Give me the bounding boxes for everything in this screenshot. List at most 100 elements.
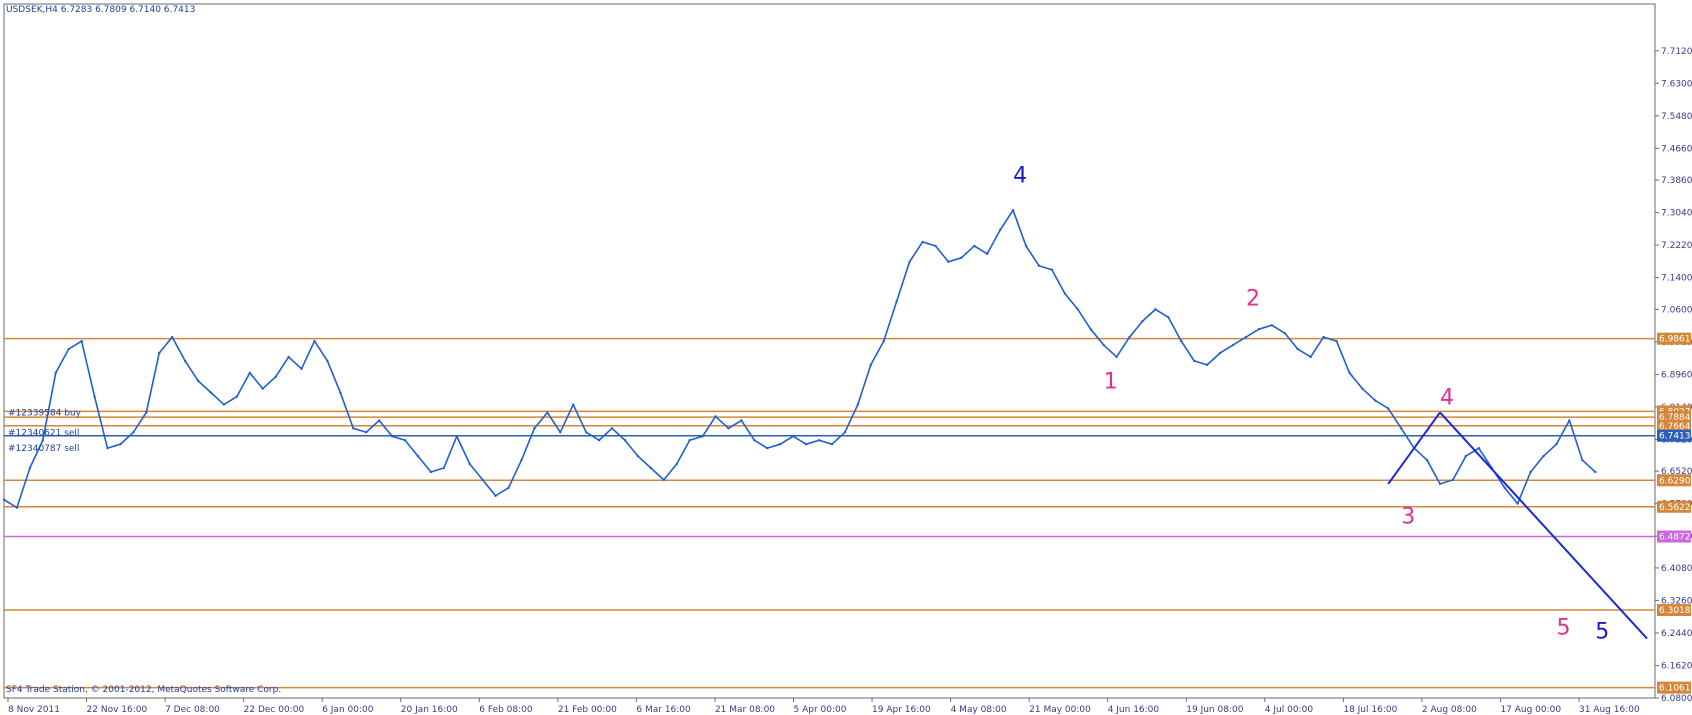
series-segment bbox=[779, 435, 794, 445]
series-segment bbox=[844, 404, 859, 433]
series-segment bbox=[326, 360, 342, 393]
series-segment bbox=[29, 439, 44, 469]
series-segment bbox=[714, 415, 730, 429]
series-segment bbox=[1077, 308, 1092, 330]
series-segment bbox=[624, 439, 639, 457]
order-label: #12339584 buy bbox=[8, 408, 82, 418]
series-segment bbox=[223, 395, 238, 406]
series-segment bbox=[1180, 340, 1195, 362]
projection-line bbox=[1387, 411, 1648, 640]
series-segment bbox=[701, 415, 717, 437]
series-segment bbox=[908, 241, 924, 263]
series-segment bbox=[145, 352, 161, 413]
y-tick-label: 7.3860 bbox=[1661, 176, 1692, 186]
price-line-label: 6.7664 bbox=[1659, 422, 1691, 432]
series-segment bbox=[1568, 420, 1584, 461]
x-axis: 8 Nov 2011 22 Nov 16:00 7 Dec 08:00 22 Dec … bbox=[7, 698, 1640, 715]
price-line-tag bbox=[1657, 500, 1691, 513]
series-segment bbox=[469, 463, 484, 481]
series-segment bbox=[728, 419, 742, 430]
series-segment bbox=[792, 435, 807, 445]
series-segment bbox=[417, 455, 432, 473]
series-segment bbox=[999, 209, 1014, 231]
series-segment bbox=[767, 443, 781, 449]
x-tick-label: 4 Jun 16:00 bbox=[1108, 705, 1160, 715]
series-segment bbox=[249, 372, 264, 390]
series-segment bbox=[210, 392, 225, 406]
price-line-label: 6.3018 bbox=[1659, 606, 1691, 616]
series-segment bbox=[1581, 459, 1596, 473]
y-tick-label: 6.4080 bbox=[1661, 564, 1692, 574]
series-segment bbox=[1413, 447, 1428, 461]
series-segment bbox=[1025, 245, 1040, 267]
series-segment bbox=[585, 431, 600, 441]
footer-copyright: SF4 Trade Station, © 2001-2012, MetaQuot… bbox=[6, 685, 281, 695]
x-tick-label: 7 Dec 08:00 bbox=[165, 705, 220, 715]
series-segment bbox=[1348, 372, 1364, 390]
series-segment bbox=[197, 380, 212, 394]
plot-area bbox=[3, 3, 1656, 699]
series-segment bbox=[171, 336, 186, 362]
series-segment bbox=[1478, 447, 1493, 469]
series-segment bbox=[740, 419, 756, 441]
series-segment bbox=[637, 455, 652, 469]
x-tick-label: 17 Aug 00:00 bbox=[1500, 705, 1561, 715]
series-segment bbox=[482, 479, 497, 497]
price-line-tag bbox=[1657, 681, 1691, 694]
series-segment bbox=[1154, 308, 1169, 318]
series-segment bbox=[1529, 455, 1545, 473]
series-segment bbox=[1504, 487, 1519, 505]
y-tick-label: 6.1620 bbox=[1661, 661, 1692, 671]
series-segment bbox=[1387, 408, 1402, 429]
series-segment bbox=[1090, 328, 1105, 346]
series-segment bbox=[300, 340, 316, 370]
series-segment bbox=[1555, 420, 1571, 445]
series-segment bbox=[831, 431, 846, 445]
x-tick-label: 2 Aug 08:00 bbox=[1422, 705, 1477, 715]
series-segment bbox=[960, 245, 975, 259]
series-segment bbox=[1012, 209, 1027, 247]
x-tick-label: 18 Jul 16:00 bbox=[1343, 705, 1397, 715]
price-line-tag bbox=[1657, 332, 1691, 345]
series-segment bbox=[275, 356, 290, 378]
series-segment bbox=[663, 463, 678, 481]
wave-label: 4 bbox=[1440, 386, 1454, 411]
series-segment bbox=[895, 261, 911, 302]
series-segment bbox=[236, 372, 251, 397]
series-segment bbox=[1051, 269, 1066, 294]
y-tick-label: 7.5480 bbox=[1661, 112, 1692, 122]
series-segment bbox=[572, 404, 587, 433]
y-tick-label: 7.7120 bbox=[1661, 47, 1692, 57]
series-segment bbox=[1038, 264, 1053, 271]
price-line-tag bbox=[1657, 474, 1691, 487]
wave-label: 2 bbox=[1246, 286, 1260, 311]
projection-segment bbox=[1387, 411, 1441, 485]
series-segment bbox=[313, 340, 329, 362]
series-segment bbox=[404, 439, 419, 457]
y-tick-label: 6.0800 bbox=[1661, 694, 1692, 704]
series-segment bbox=[339, 392, 355, 429]
y-tick-label: 7.4660 bbox=[1661, 144, 1692, 154]
y-tick-label: 6.6520 bbox=[1661, 467, 1692, 477]
price-line-label: 6.1061 bbox=[1659, 684, 1691, 694]
series-segment bbox=[753, 439, 768, 449]
order-labels: #12339584 buy #12340621 sell #12340787 sel… bbox=[8, 408, 82, 454]
series-segment bbox=[934, 245, 950, 263]
series-segment bbox=[1335, 340, 1351, 374]
series-segment bbox=[68, 340, 83, 350]
series-segment bbox=[533, 411, 548, 429]
series-segment bbox=[16, 467, 31, 508]
x-tick-label: 19 Jun 08:00 bbox=[1186, 705, 1243, 715]
y-tick-label: 7.0600 bbox=[1661, 305, 1692, 315]
series-segment bbox=[391, 435, 406, 441]
price-line-tag bbox=[1657, 419, 1691, 432]
x-tick-label: 6 Feb 08:00 bbox=[479, 705, 533, 715]
price-line-label: 6.5622 bbox=[1659, 503, 1691, 513]
series-segment bbox=[1542, 443, 1557, 457]
y-tick-label: 6.8960 bbox=[1661, 370, 1692, 380]
x-tick-label: 4 Jul 00:00 bbox=[1265, 705, 1314, 715]
price-line-label: 6.9861 bbox=[1659, 335, 1691, 345]
series-segment bbox=[1297, 348, 1312, 358]
wave-label: 1 bbox=[1104, 370, 1118, 395]
